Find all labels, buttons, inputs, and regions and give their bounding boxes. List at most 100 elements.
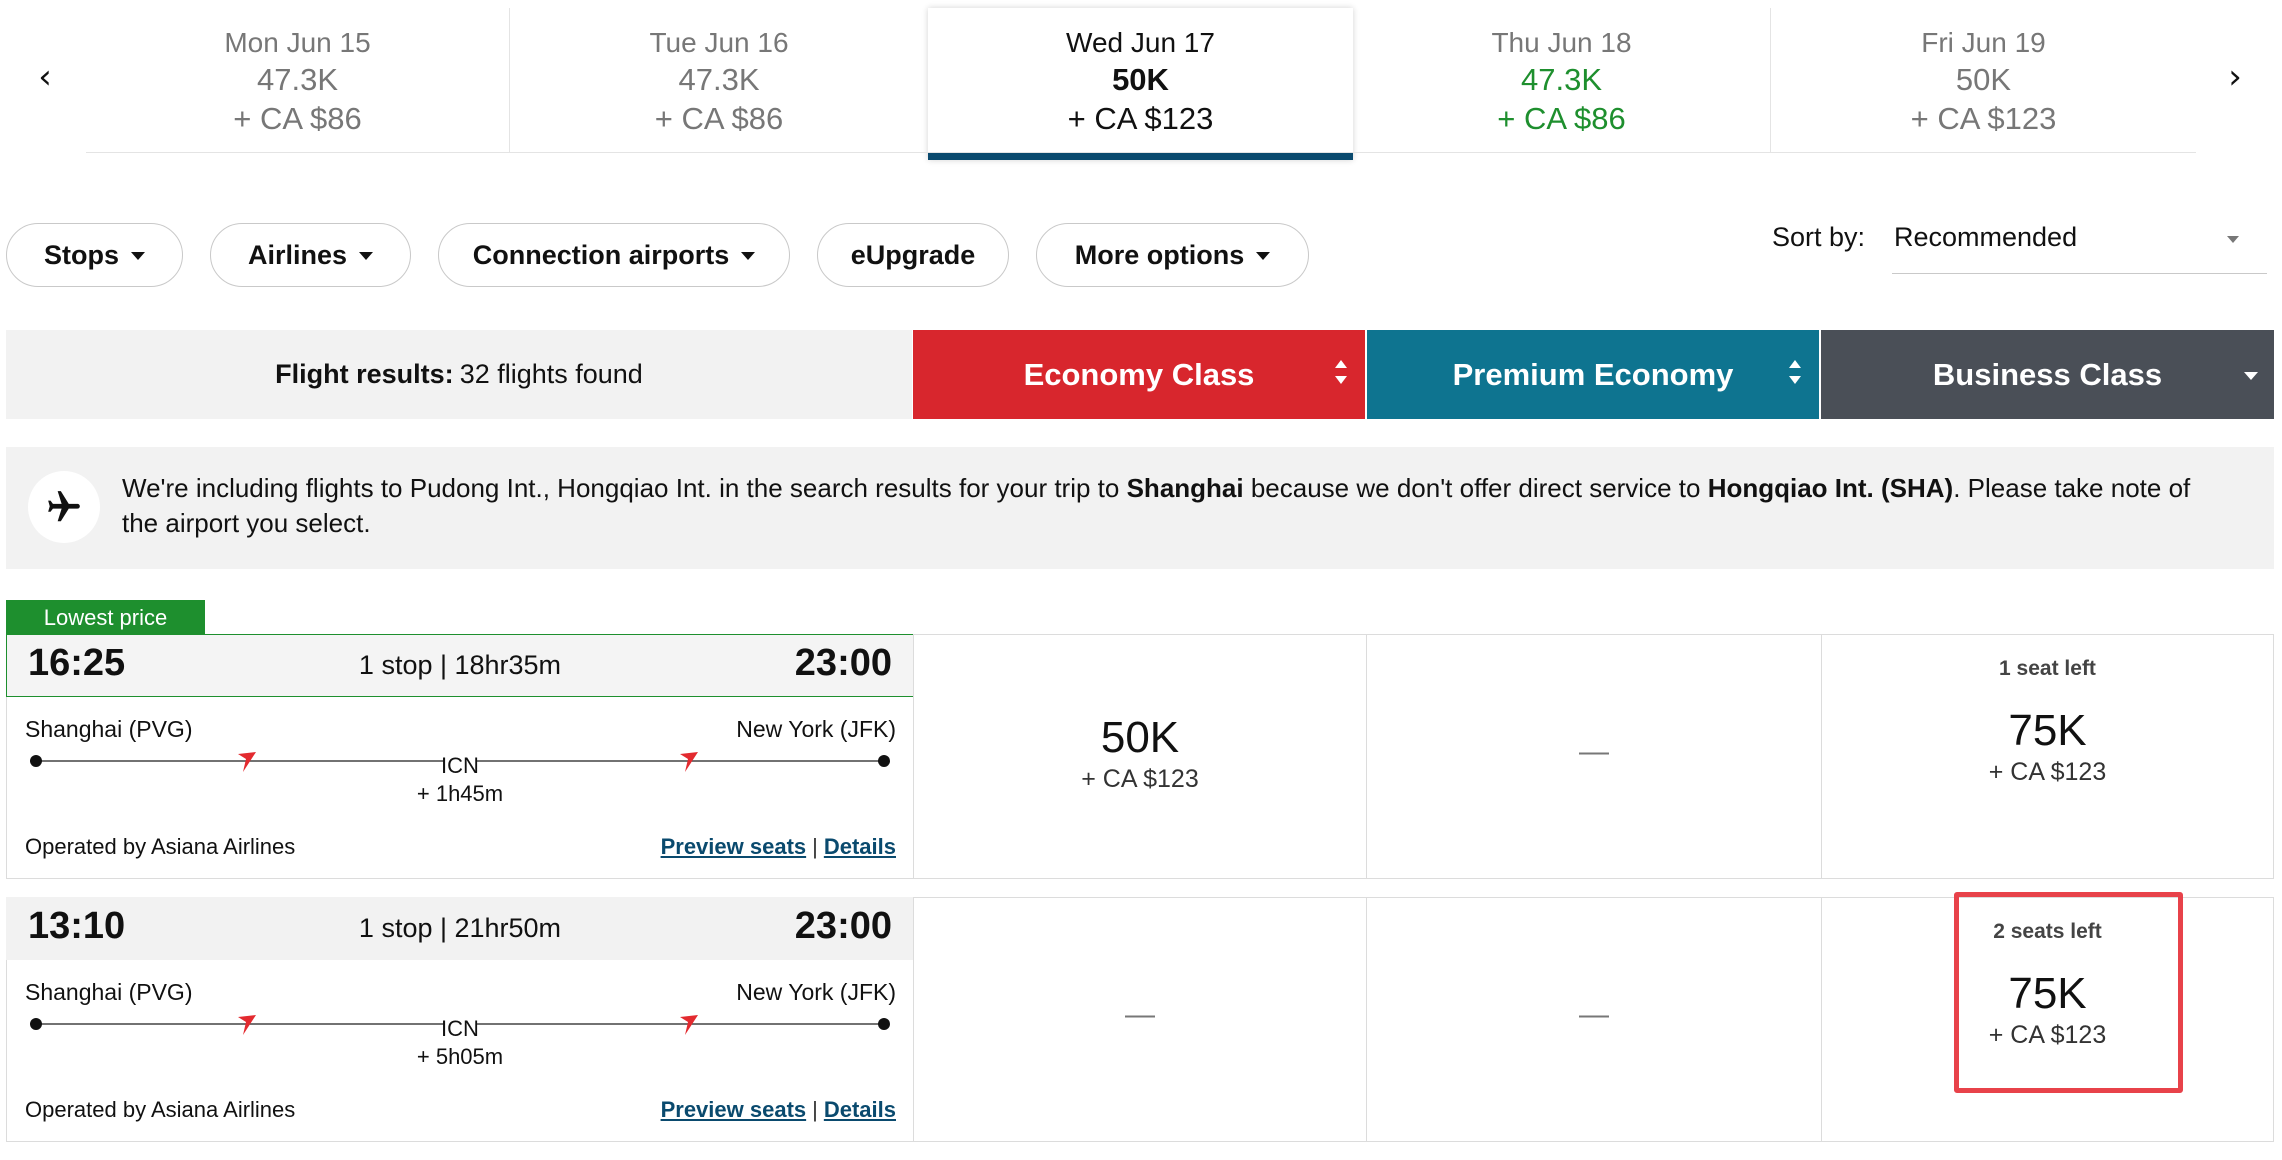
fare-points: 50K [1100, 713, 1180, 762]
previous-dates-button[interactable]: ‹ [38, 57, 52, 97]
flight-row[interactable]: 16:25 1 stop | 18hr35m 23:00 Shanghai (P… [6, 634, 914, 879]
link-separator: | [812, 834, 818, 859]
date-points: 47.3K [678, 62, 760, 97]
date-points: 47.3K [256, 62, 338, 97]
notice-text-part: We're including flights to Pudong Int., … [122, 473, 1127, 503]
airlines-filter-label: Airlines [247, 239, 348, 270]
sort-arrows-icon [1335, 360, 1349, 388]
airplane-icon [28, 471, 100, 543]
more-options-label: More options [1074, 239, 1245, 270]
notice-city: Shanghai [1126, 473, 1244, 503]
connection-info: ICN + 5h05m [6, 1015, 914, 1071]
economy-fare-cell[interactable]: 50K + CA $123 [913, 634, 1367, 879]
date-points: 50K [1955, 62, 2012, 97]
connection-airports-filter-button[interactable]: Connection airports [438, 223, 790, 287]
asiana-logo-icon [680, 752, 698, 772]
notice-text-part: because we don't offer direct service to [1243, 473, 1708, 503]
chevron-down-icon [2227, 236, 2239, 243]
arrival-time: 23:00 [794, 905, 892, 947]
arrival-time: 23:00 [794, 642, 892, 684]
origin-airport: Shanghai (PVG) [25, 716, 193, 742]
seats-left: 2 seats left [1993, 920, 2102, 943]
route-line [30, 752, 890, 772]
date-label: Thu Jun 18 [1491, 27, 1632, 58]
cabin-header-label: Economy Class [1023, 356, 1255, 392]
destination-airport: New York (JFK) [736, 716, 896, 742]
details-link[interactable]: Details [823, 834, 896, 859]
chevron-down-icon [741, 252, 756, 260]
operator-text: Operated by Asiana Airlines [25, 834, 296, 859]
date-option-mon-jun-15[interactable]: Mon Jun 15 47.3K + CA $86 [86, 8, 510, 153]
connection-airport: ICN [441, 753, 479, 778]
fare-points: 75K [2008, 969, 2087, 1018]
chevron-down-icon [359, 252, 374, 260]
date-taxes: + CA $86 [233, 101, 362, 136]
date-option-thu-jun-18[interactable]: Thu Jun 18 47.3K + CA $86 [1353, 8, 1771, 153]
more-options-button[interactable]: More options [1036, 223, 1309, 287]
asiana-logo-icon [680, 1015, 698, 1035]
cabin-header-economy[interactable]: Economy Class [913, 330, 1365, 419]
flight-links: Preview seats | Details [661, 1097, 896, 1123]
date-label: Mon Jun 15 [224, 27, 371, 58]
asiana-logo-icon [238, 752, 256, 772]
eupgrade-filter-button[interactable]: eUpgrade [817, 223, 1009, 287]
notice-text: We're including flights to Pudong Int., … [122, 471, 2232, 541]
economy-fare-cell: — [913, 897, 1367, 1142]
flight-row[interactable]: 13:10 1 stop | 21hr50m 23:00 Shanghai (P… [6, 897, 914, 1142]
destination-airport: New York (JFK) [736, 979, 896, 1005]
flight-stops-duration: 1 stop | 21hr50m [358, 913, 562, 943]
flight-time-bar [6, 634, 914, 697]
eupgrade-filter-label: eUpgrade [850, 239, 976, 270]
business-fare-cell[interactable]: 1 seat left 75K + CA $123 [1821, 634, 2274, 879]
sort-by-label: Sort by: [1772, 222, 1866, 252]
fare-taxes: + CA $123 [1988, 1021, 2107, 1049]
date-option-fri-jun-19[interactable]: Fri Jun 19 50K + CA $123 [1771, 8, 2196, 153]
details-link[interactable]: Details [823, 1097, 896, 1122]
cabin-header-label: Premium Economy [1452, 356, 1734, 392]
next-dates-button[interactable]: › [2228, 57, 2242, 97]
stops-filter-button[interactable]: Stops [6, 223, 183, 287]
flight-results-label: Flight results: [275, 359, 454, 389]
date-points: 47.3K [1520, 62, 1602, 97]
date-taxes: + CA $86 [654, 101, 784, 136]
date-label: Wed Jun 17 [1066, 27, 1215, 58]
chevron-down-icon [1256, 252, 1271, 260]
sort-select[interactable]: Recommended [1892, 212, 2267, 274]
route-line [30, 1015, 890, 1035]
fare-unavailable: — [1125, 998, 1155, 1031]
cabin-header-premium-economy[interactable]: Premium Economy [1367, 330, 1819, 419]
origin-airport: Shanghai (PVG) [25, 979, 193, 1005]
fare-taxes: + CA $123 [1081, 765, 1199, 793]
flight-time-bar [6, 897, 914, 960]
date-option-tue-jun-16[interactable]: Tue Jun 16 47.3K + CA $86 [510, 8, 928, 153]
layover-duration: + 1h45m [416, 781, 504, 806]
airport-notice: We're including flights to Pudong Int., … [6, 447, 2274, 569]
fare-points: 75K [2008, 706, 2087, 755]
preview-seats-link[interactable]: Preview seats [660, 834, 807, 859]
date-strip: ‹ Mon Jun 15 47.3K + CA $86 Tue Jun 16 4… [0, 0, 2282, 165]
date-label: Tue Jun 16 [649, 27, 789, 58]
date-option-wed-jun-17-selected[interactable]: Wed Jun 17 50K + CA $123 [928, 8, 1353, 160]
departure-time: 16:25 [28, 642, 126, 684]
airlines-filter-button[interactable]: Airlines [210, 223, 411, 287]
highlight-box [1954, 892, 2183, 1093]
preview-seats-link[interactable]: Preview seats [660, 1097, 807, 1122]
date-strip-divider [86, 152, 2196, 153]
fare-unavailable: — [1579, 735, 1609, 768]
chevron-down-icon [131, 252, 145, 260]
notice-airport: Hongqiao Int. (SHA) [1707, 473, 1954, 503]
notice-text-part: . Please take note of the airport you se… [122, 473, 2191, 538]
fare-unavailable: — [1579, 998, 1609, 1031]
business-fare-cell[interactable]: 2 seats left 75K + CA $123 [1821, 897, 2274, 1142]
operator-text: Operated by Asiana Airlines [25, 1097, 296, 1122]
cabin-header-business[interactable]: Business Class [1821, 330, 2274, 419]
sort-arrows-icon [1789, 360, 1803, 388]
chevron-down-icon [2244, 372, 2258, 380]
lowest-price-badge: Lowest price [6, 600, 205, 635]
premium-fare-cell: — [1366, 897, 1822, 1142]
connection-airports-filter-label: Connection airports [472, 239, 730, 270]
date-points: 50K [1112, 62, 1169, 97]
date-taxes: + CA $123 [1910, 101, 2057, 136]
fare-taxes: + CA $123 [1988, 758, 2107, 786]
link-separator: | [812, 1097, 818, 1122]
